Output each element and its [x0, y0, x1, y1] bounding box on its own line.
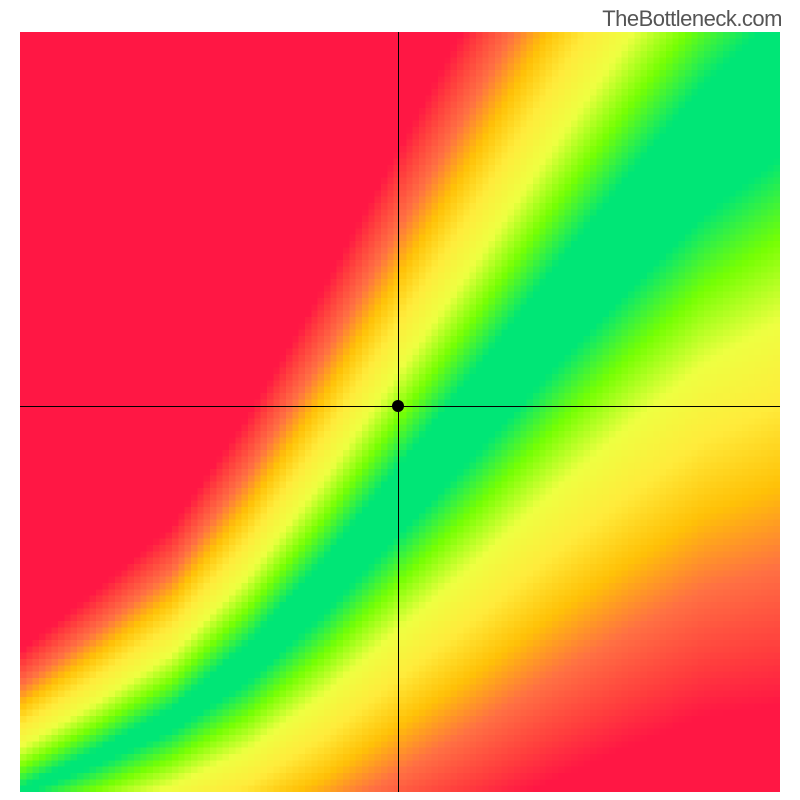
bottleneck-heatmap [20, 32, 780, 792]
watermark-text: TheBottleneck.com [602, 6, 782, 32]
heatmap-canvas [20, 32, 780, 792]
